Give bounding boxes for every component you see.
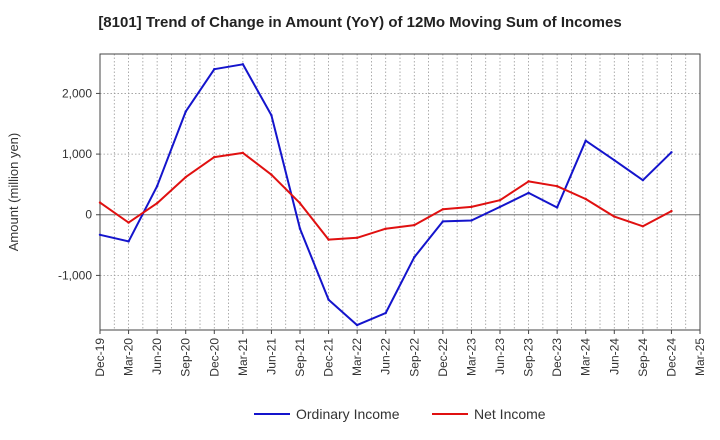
data-point bbox=[213, 67, 216, 71]
data-point bbox=[498, 205, 502, 209]
data-point bbox=[584, 197, 587, 201]
data-point bbox=[384, 227, 387, 230]
data-point bbox=[470, 205, 473, 209]
data-point bbox=[355, 323, 359, 327]
x-tick-label: Dec-21 bbox=[322, 338, 336, 377]
x-tick-label: Jun-23 bbox=[493, 338, 507, 375]
data-point bbox=[155, 185, 159, 188]
y-axis-label: Amount (million yen) bbox=[6, 133, 21, 252]
x-tick-label: Mar-23 bbox=[464, 338, 478, 376]
data-point bbox=[641, 178, 645, 182]
data-point bbox=[555, 206, 559, 209]
data-point bbox=[641, 225, 645, 228]
data-point bbox=[584, 139, 587, 142]
data-point bbox=[470, 219, 473, 222]
data-point bbox=[384, 311, 387, 315]
x-tick-label: Jun-21 bbox=[264, 338, 278, 375]
chart-title: [8101] Trend of Change in Amount (YoY) o… bbox=[98, 14, 622, 31]
x-tick-label: Sep-20 bbox=[179, 338, 193, 377]
data-point bbox=[555, 185, 559, 188]
data-point bbox=[270, 173, 273, 176]
data-point bbox=[270, 114, 273, 117]
x-tick-label: Sep-24 bbox=[636, 338, 650, 377]
data-point bbox=[98, 201, 102, 204]
x-tick-label: Dec-20 bbox=[207, 338, 221, 377]
data-point bbox=[613, 158, 616, 162]
x-tick-label: Jun-22 bbox=[379, 338, 393, 375]
x-tick-label: Dec-24 bbox=[664, 338, 678, 377]
data-point bbox=[241, 151, 245, 155]
x-tick-label: Dec-19 bbox=[93, 338, 107, 377]
x-tick-label: Mar-25 bbox=[693, 338, 707, 376]
x-tick-label: Sep-21 bbox=[293, 338, 307, 377]
data-point bbox=[355, 236, 359, 239]
data-point bbox=[127, 221, 130, 224]
data-point bbox=[413, 256, 416, 259]
x-tick-label: Mar-24 bbox=[579, 338, 593, 376]
data-point bbox=[298, 202, 302, 205]
data-point bbox=[184, 175, 187, 179]
data-point bbox=[98, 233, 102, 236]
x-tick-label: Jun-24 bbox=[607, 338, 621, 375]
data-point bbox=[527, 191, 530, 195]
x-tick-label: Dec-22 bbox=[436, 338, 450, 377]
x-tick-label: Sep-22 bbox=[407, 338, 421, 377]
data-point bbox=[498, 198, 502, 202]
x-tick-label: Jun-20 bbox=[150, 338, 164, 375]
x-tick-label: Mar-21 bbox=[236, 338, 250, 376]
data-point bbox=[327, 298, 330, 301]
data-point bbox=[613, 215, 616, 218]
data-point bbox=[327, 238, 330, 241]
x-tick-label: Mar-20 bbox=[122, 338, 136, 376]
data-point bbox=[441, 220, 445, 223]
data-point bbox=[155, 202, 159, 205]
data-point bbox=[413, 223, 416, 227]
legend-label: Net Income bbox=[474, 406, 546, 422]
data-point bbox=[241, 63, 245, 66]
plot-area-frame bbox=[99, 53, 701, 331]
y-tick-label: 1,000 bbox=[62, 147, 92, 161]
x-tick-label: Sep-23 bbox=[522, 338, 536, 377]
data-point bbox=[670, 209, 673, 213]
x-tick-label: Dec-23 bbox=[550, 338, 564, 377]
data-point bbox=[298, 227, 302, 230]
data-point bbox=[670, 151, 673, 154]
data-point bbox=[213, 155, 216, 159]
y-tick-label: 2,000 bbox=[62, 86, 92, 100]
data-point bbox=[527, 180, 530, 183]
data-point bbox=[127, 240, 130, 243]
data-point bbox=[441, 208, 445, 211]
x-tick-label: Mar-22 bbox=[350, 338, 364, 376]
data-point bbox=[184, 110, 187, 113]
y-tick-label: -1,000 bbox=[58, 268, 92, 282]
legend-label: Ordinary Income bbox=[296, 406, 400, 422]
y-tick-label: 0 bbox=[85, 208, 92, 222]
